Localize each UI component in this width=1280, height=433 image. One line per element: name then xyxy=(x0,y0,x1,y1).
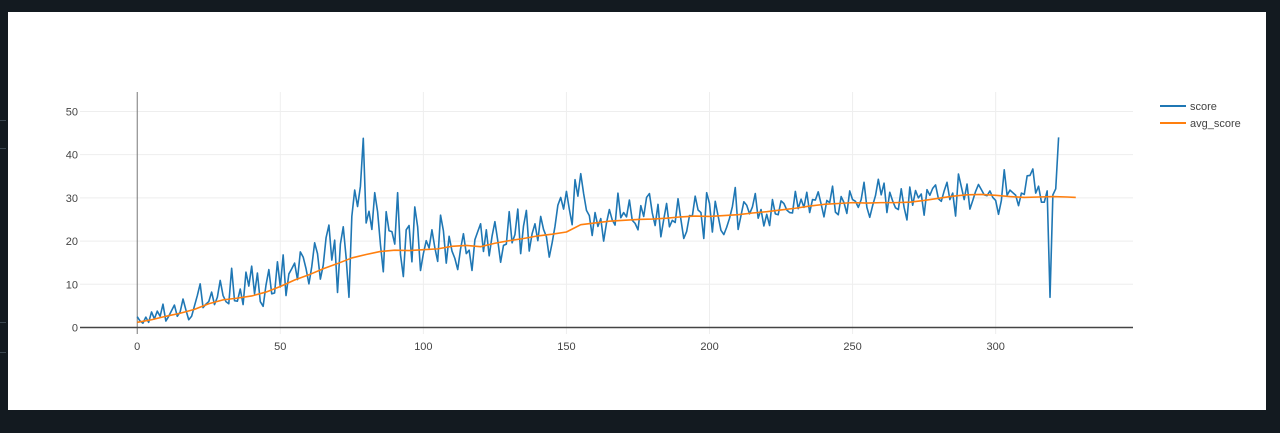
x-axis: 0 50 100 150 200 250 300 xyxy=(134,341,1005,353)
y-tick-label: 30 xyxy=(66,193,78,205)
legend-item-avg-score[interactable]: avg_score xyxy=(1160,118,1241,130)
y-tick-label: 10 xyxy=(66,279,78,291)
x-tick-label: 100 xyxy=(414,341,432,353)
x-tick-label: 150 xyxy=(557,341,575,353)
y-tick-label: 50 xyxy=(66,106,78,118)
y-tick-label: 0 xyxy=(72,323,78,335)
y-tick-label: 20 xyxy=(66,236,78,248)
series-line-avg-score xyxy=(137,193,1076,324)
y-axis: 0 10 20 30 40 50 xyxy=(66,106,78,334)
x-tick-label: 200 xyxy=(700,341,718,353)
x-tick-label: 250 xyxy=(843,341,861,353)
plot-series xyxy=(136,137,1076,324)
window-edge-marker xyxy=(0,120,6,121)
legend-item-score[interactable]: score xyxy=(1160,101,1217,113)
legend-label: score xyxy=(1190,101,1217,113)
series-line-score xyxy=(136,137,1060,324)
x-tick-label: 0 xyxy=(134,341,140,353)
window-edge-marker xyxy=(0,322,6,323)
legend[interactable]: score avg_score xyxy=(1160,101,1241,130)
window-edge-marker xyxy=(0,148,6,149)
chart-panel xyxy=(8,12,1266,410)
window-edge-marker xyxy=(0,352,6,353)
x-tick-label: 300 xyxy=(986,341,1004,353)
x-tick-label: 50 xyxy=(274,341,286,353)
legend-label: avg_score xyxy=(1190,118,1241,130)
y-tick-label: 40 xyxy=(66,150,78,162)
